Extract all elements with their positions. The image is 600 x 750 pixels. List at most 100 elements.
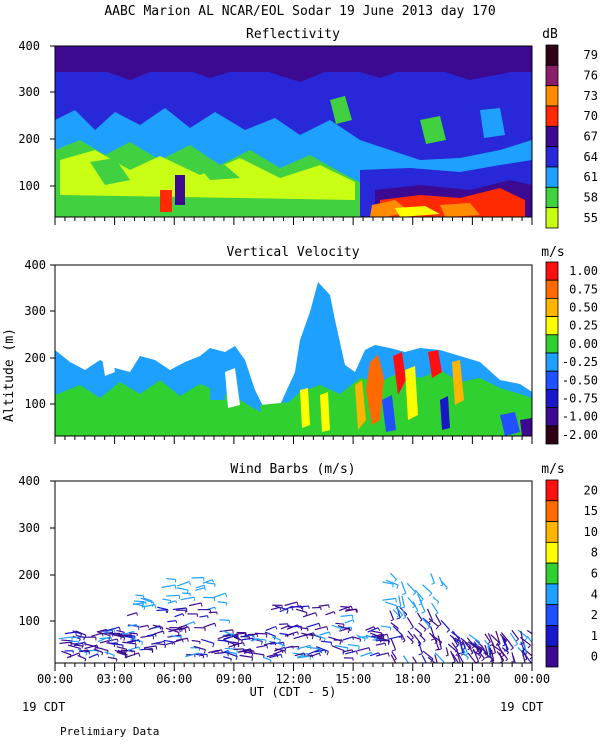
wind-barb-flag [380, 632, 383, 637]
wind-barb-flag [138, 646, 141, 651]
wind-barb [445, 647, 449, 656]
wind-barb-flag [261, 641, 263, 645]
wind-barb-flag [394, 658, 397, 661]
wind-barb [240, 635, 250, 638]
wind-barb-flag [230, 634, 233, 638]
wind-barb [297, 655, 310, 659]
wind-barb-flag [253, 634, 255, 640]
wind-barb [430, 573, 435, 584]
wind-barb [232, 642, 244, 646]
wind-barb-flag [202, 655, 205, 659]
wind-barb-flag [414, 610, 419, 613]
wind-barb-flag [428, 593, 433, 597]
wind-barb [320, 640, 332, 644]
wind-barb-flag [458, 652, 463, 655]
wind-barb-flag [69, 654, 72, 658]
wind-barb [127, 646, 140, 651]
wind-barb [146, 633, 156, 637]
wind-barb [380, 625, 391, 629]
colorbar-swatch [545, 105, 559, 127]
colorbar-label: 55 [584, 211, 598, 225]
wind-barb [251, 638, 263, 643]
wind-barb [406, 617, 414, 628]
wind-barb-flag [468, 646, 472, 650]
reflectivity-colorbar: 79 76 73 70 67 64 61 58 55 [545, 44, 598, 229]
wind-barb [426, 608, 434, 621]
wind-barb [233, 636, 243, 641]
wind-barb-flag [283, 649, 287, 654]
wind-barb [151, 640, 165, 645]
wind-barb [466, 637, 475, 647]
wind-barb [487, 633, 494, 645]
wind-barb-flag [125, 654, 128, 659]
wind-barb-flag [250, 649, 253, 654]
wind-barb [390, 638, 397, 650]
wind-barb-flag [431, 582, 435, 585]
wind-barb [315, 645, 329, 653]
colorbar-swatch [545, 521, 559, 543]
reflectivity-panel: Reflectivity 100 200 300 [18, 27, 598, 229]
wind-barb [185, 621, 195, 626]
vertical-velocity-x-ticks [54, 436, 533, 444]
wind-barb-flag [436, 601, 440, 605]
wind-barb [123, 649, 132, 652]
wind-barb-flag [214, 606, 217, 610]
colorbar-label: 1 [591, 629, 598, 643]
wind-barb [172, 638, 183, 643]
colorbar-label: 67 [584, 130, 598, 144]
wind-barb [356, 634, 366, 640]
wind-barb-flag [108, 635, 111, 640]
wind-barb [73, 641, 86, 647]
wind-barb-flag [151, 600, 153, 604]
wind-barb [225, 651, 238, 657]
wind-barb [126, 652, 139, 658]
wind-barb [58, 636, 72, 640]
reflectivity-colorbar-unit: dB [542, 27, 558, 42]
wind-barbs-panel: Wind Barbs (m/s) 100 200 300 400 m/s 201… [18, 462, 598, 671]
wind-barb [167, 600, 176, 604]
wind-barb [117, 649, 126, 654]
colorbar-label: -0.50 [562, 373, 598, 387]
wind-barb [235, 632, 246, 635]
wind-barb [497, 644, 505, 656]
colorbar-swatch [545, 604, 559, 626]
wind-barb-flag [430, 658, 434, 663]
wind-barb [511, 652, 515, 662]
wind-barb [143, 597, 153, 602]
wind-barbs-colorbar-unit: m/s [541, 462, 564, 477]
wind-barb-flag [438, 623, 442, 627]
wind-barb [387, 635, 402, 640]
wind-barb [414, 627, 423, 635]
reflectivity-y-axis: 100 200 300 400 [18, 39, 55, 193]
wind-barb [447, 643, 459, 654]
wind-barb-flag [456, 665, 459, 667]
wind-barb-flag [315, 612, 318, 617]
wind-barb [488, 647, 492, 657]
wind-barb-flag [288, 625, 291, 629]
wind-barb [331, 645, 345, 652]
colorbar-swatch [545, 583, 559, 606]
wind-barb [219, 629, 233, 633]
wind-barb-flag [328, 631, 331, 636]
wind-barb [221, 630, 233, 636]
wind-barb [296, 644, 311, 650]
altitude-axis-label: Altitude (m) [2, 328, 17, 422]
wind-barb [156, 609, 167, 612]
wind-barb [153, 630, 164, 635]
wind-barb [501, 647, 509, 653]
x-tick-label: 18:00 [395, 672, 431, 686]
wind-barb-flag [251, 653, 254, 657]
wind-barb [407, 630, 414, 639]
wind-barb-flag [402, 617, 406, 620]
wind-barb [294, 652, 305, 657]
wind-barb [414, 589, 424, 600]
colorbar-swatch [545, 186, 559, 209]
wind-barb [501, 636, 506, 646]
wind-barb [301, 632, 314, 637]
colorbar-label: 76 [584, 69, 598, 83]
wind-barb-flag [418, 603, 423, 606]
wind-barb-flag [410, 626, 414, 630]
wind-barb [152, 624, 163, 629]
wind-barb-flag [241, 640, 243, 644]
wind-barb [208, 649, 218, 654]
